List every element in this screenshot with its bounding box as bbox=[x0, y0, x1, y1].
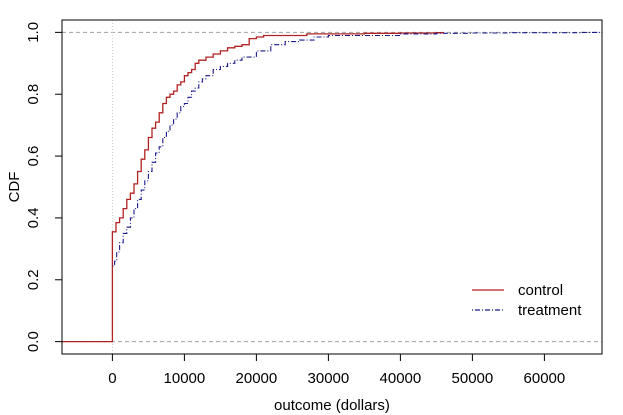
legend-label-treatment: treatment bbox=[518, 302, 582, 319]
y-tick-label: 0.4 bbox=[25, 207, 42, 228]
x-axis: 0 10000 20000 30000 40000 50000 60000 bbox=[108, 354, 565, 387]
series-line-treatment bbox=[112, 31, 602, 267]
x-tick-label: 10000 bbox=[164, 370, 206, 387]
x-tick-label: 60000 bbox=[524, 370, 566, 387]
x-tick-label: 20000 bbox=[236, 370, 278, 387]
x-tick-label: 40000 bbox=[380, 370, 422, 387]
y-tick-label: 0.0 bbox=[25, 331, 42, 352]
y-tick-label: 0.2 bbox=[25, 269, 42, 290]
legend-label-control: control bbox=[518, 282, 563, 299]
y-tick-label: 0.6 bbox=[25, 146, 42, 167]
y-axis-title: CDF bbox=[6, 172, 23, 203]
y-tick-label: 1.0 bbox=[25, 22, 42, 43]
plot-frame bbox=[61, 19, 603, 355]
x-axis-title: outcome (dollars) bbox=[274, 397, 390, 414]
x-tick-label: 0 bbox=[108, 370, 116, 387]
legend: control treatment bbox=[472, 282, 582, 319]
y-axis: 0.0 0.2 0.4 0.6 0.8 1.0 bbox=[25, 22, 62, 352]
y-tick-label: 0.8 bbox=[25, 84, 42, 105]
x-tick-label: 30000 bbox=[308, 370, 350, 387]
reference-lines bbox=[62, 20, 602, 354]
x-tick-label: 50000 bbox=[452, 370, 494, 387]
series-line-control bbox=[62, 32, 445, 343]
series-layer bbox=[62, 31, 602, 343]
